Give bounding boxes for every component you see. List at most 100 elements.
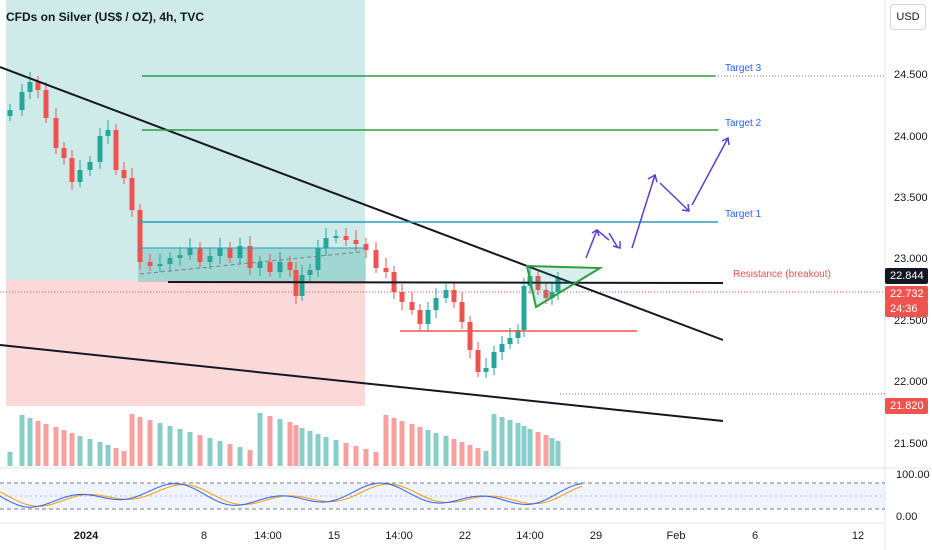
volume-bar bbox=[247, 450, 253, 466]
candle-body bbox=[61, 148, 67, 158]
volume-bar bbox=[7, 452, 13, 466]
price-axis-label: 23.000 bbox=[894, 253, 928, 265]
candle-body bbox=[197, 248, 203, 262]
volume-bar bbox=[167, 426, 173, 466]
volume-bar bbox=[549, 438, 555, 466]
time-axis-label: 12 bbox=[851, 530, 865, 542]
candle-body bbox=[451, 290, 457, 302]
candle-body bbox=[137, 210, 143, 262]
volume-bar bbox=[157, 423, 163, 466]
time-axis-label: Feb bbox=[666, 530, 686, 542]
candle-body bbox=[19, 92, 25, 110]
candle-body bbox=[257, 262, 263, 268]
triangle-pattern[interactable] bbox=[525, 264, 604, 309]
candle-body bbox=[217, 248, 223, 256]
candle-body bbox=[147, 262, 153, 266]
candle-body bbox=[433, 298, 439, 310]
volume-bar bbox=[121, 451, 127, 466]
candle-body bbox=[521, 286, 527, 330]
candle-body bbox=[549, 292, 555, 298]
volume-bar bbox=[299, 428, 305, 466]
candle-body bbox=[499, 344, 505, 352]
candle-body bbox=[277, 262, 283, 272]
profit-zone bbox=[6, 0, 365, 280]
time-axis-label: 29 bbox=[589, 530, 603, 542]
lower-trendline[interactable] bbox=[0, 344, 724, 422]
time-axis-label: 14:00 bbox=[385, 530, 413, 542]
candle-body bbox=[35, 82, 41, 90]
candle-body bbox=[307, 270, 313, 275]
volume-bar bbox=[53, 427, 59, 466]
volume-bar bbox=[373, 452, 379, 466]
loss-zone bbox=[6, 280, 365, 406]
volume-bar bbox=[147, 420, 153, 466]
candle-body bbox=[43, 90, 49, 118]
resistance-label[interactable]: Resistance (breakout) bbox=[733, 269, 831, 280]
candle-body bbox=[237, 246, 243, 258]
volume-bar bbox=[87, 439, 93, 466]
candle-body bbox=[7, 110, 13, 116]
consolidation-dashed bbox=[139, 251, 361, 275]
volume-bar bbox=[467, 445, 473, 466]
volume-bar bbox=[425, 430, 431, 466]
volume-bar bbox=[113, 448, 119, 466]
candle-body bbox=[315, 248, 321, 270]
candle-body bbox=[187, 248, 193, 255]
time-axis-label: 8 bbox=[200, 530, 208, 542]
candle-body bbox=[299, 275, 305, 296]
volume-bar bbox=[363, 449, 369, 466]
volume-bar bbox=[177, 429, 183, 466]
volume-bar bbox=[77, 436, 83, 466]
candle-body bbox=[483, 368, 489, 372]
candle-body bbox=[459, 302, 465, 322]
stoch-axis-label: 100.00 bbox=[896, 469, 930, 481]
symbol-title[interactable]: CFDs on Silver (US$ / OZ), 4h, TVC bbox=[6, 10, 205, 24]
stoch-axis-label: 0.00 bbox=[896, 511, 918, 523]
volume-bar bbox=[543, 435, 549, 466]
candle-body bbox=[113, 130, 119, 170]
volume-bar bbox=[97, 442, 103, 466]
support-price-badge: 21.820 bbox=[885, 398, 928, 414]
volume-bar bbox=[267, 416, 273, 466]
volume-bar bbox=[507, 420, 513, 466]
target3-label[interactable]: Target 3 bbox=[725, 63, 762, 74]
candle-body bbox=[27, 82, 33, 92]
candle-body bbox=[105, 130, 111, 136]
candle-body bbox=[287, 262, 293, 270]
volume-bar bbox=[27, 418, 33, 466]
volume-bars bbox=[7, 413, 561, 466]
volume-bar bbox=[333, 440, 339, 466]
stoch-band bbox=[0, 483, 885, 509]
volume-bar bbox=[307, 431, 313, 466]
volume-bar bbox=[383, 415, 389, 466]
volume-bar bbox=[237, 447, 243, 466]
candle-body bbox=[373, 250, 379, 268]
currency-button[interactable]: USD bbox=[890, 4, 926, 30]
candle-body bbox=[333, 236, 339, 238]
candle-body bbox=[467, 322, 473, 350]
price-axis-label: 21.500 bbox=[894, 438, 928, 450]
target2-label[interactable]: Target 2 bbox=[725, 118, 762, 129]
volume-bar bbox=[555, 441, 561, 466]
volume-bar bbox=[277, 419, 283, 466]
volume-bar bbox=[409, 424, 415, 466]
upper-trendline[interactable] bbox=[0, 66, 724, 341]
volume-bar bbox=[293, 425, 299, 466]
projection-arrows[interactable] bbox=[585, 136, 730, 259]
candle-body bbox=[97, 136, 103, 162]
volume-bar bbox=[69, 433, 75, 466]
candle-body bbox=[207, 256, 213, 262]
target1-label[interactable]: Target 1 bbox=[725, 209, 762, 220]
breakout-line[interactable] bbox=[167, 281, 724, 284]
volume-bar bbox=[287, 422, 293, 466]
price-axis-label: 23.500 bbox=[894, 192, 928, 204]
price-axis-label: 24.000 bbox=[894, 131, 928, 143]
candle-body bbox=[87, 162, 93, 170]
candle-body bbox=[425, 310, 431, 324]
candle-body bbox=[69, 158, 75, 182]
candle-body bbox=[129, 178, 135, 210]
candle-body bbox=[475, 350, 481, 372]
volume-bar bbox=[323, 437, 329, 466]
